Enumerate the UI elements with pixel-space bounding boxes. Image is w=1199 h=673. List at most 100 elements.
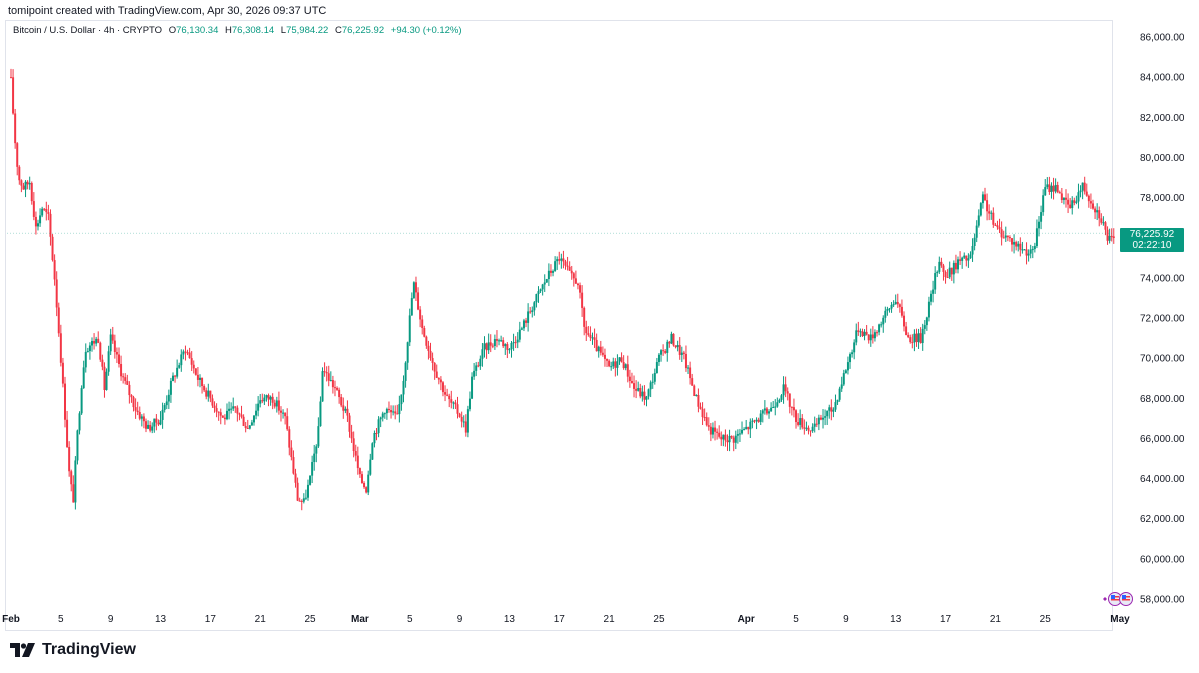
candle bbox=[508, 348, 511, 354]
candle-body bbox=[994, 224, 997, 226]
candle-body bbox=[560, 258, 563, 261]
candle bbox=[830, 399, 833, 421]
candle bbox=[1112, 228, 1115, 244]
candle-body bbox=[670, 333, 673, 344]
candle bbox=[869, 328, 872, 347]
candle bbox=[942, 263, 945, 281]
candle-body bbox=[819, 417, 822, 420]
candle-body bbox=[306, 484, 309, 498]
candle bbox=[182, 349, 185, 360]
candle-body bbox=[612, 361, 615, 367]
candle-body bbox=[676, 345, 679, 348]
candle bbox=[74, 456, 77, 510]
candle bbox=[927, 296, 930, 322]
candle bbox=[495, 330, 498, 348]
candle-body bbox=[344, 408, 347, 411]
last-price-value: 76,225.92 bbox=[1129, 229, 1175, 240]
candle-body bbox=[734, 435, 737, 443]
symbol-title[interactable]: Bitcoin / U.S. Dollar · 4h · CRYPTO bbox=[13, 25, 163, 36]
candle bbox=[917, 328, 920, 349]
candle bbox=[591, 332, 594, 345]
low-label: L bbox=[280, 25, 287, 36]
candle bbox=[93, 333, 96, 350]
candle bbox=[666, 339, 669, 362]
candle-body bbox=[134, 407, 137, 411]
candle bbox=[464, 414, 467, 437]
candle-body bbox=[660, 350, 663, 355]
candle-body bbox=[446, 394, 449, 396]
candle-body bbox=[809, 430, 812, 432]
candle bbox=[776, 397, 779, 408]
candle-body bbox=[678, 345, 681, 355]
candle-body bbox=[367, 474, 370, 493]
candle bbox=[379, 416, 382, 428]
candle bbox=[269, 395, 272, 406]
candle bbox=[302, 493, 305, 504]
candle-body bbox=[541, 284, 544, 290]
candle bbox=[687, 365, 690, 374]
candle bbox=[18, 165, 21, 185]
candle bbox=[990, 210, 993, 220]
candle-body bbox=[61, 362, 64, 384]
candle-body bbox=[722, 434, 725, 440]
candle-body bbox=[973, 237, 976, 246]
candle-body bbox=[279, 410, 282, 413]
tradingview-logo[interactable]: TradingView bbox=[10, 641, 136, 659]
candle bbox=[1089, 193, 1092, 209]
candle bbox=[356, 446, 359, 475]
candle-body bbox=[720, 436, 723, 440]
candle-body bbox=[30, 183, 33, 202]
candle-body bbox=[288, 429, 291, 448]
candle-body bbox=[1079, 190, 1082, 193]
candle bbox=[242, 414, 245, 427]
candle-body bbox=[1013, 242, 1016, 245]
candle-body bbox=[697, 394, 700, 407]
candle-body bbox=[396, 413, 399, 415]
candle bbox=[1058, 190, 1061, 194]
candle bbox=[1100, 213, 1103, 225]
candle-body bbox=[400, 394, 403, 405]
events-flags-icon[interactable] bbox=[1101, 590, 1137, 608]
candle-body bbox=[70, 471, 73, 485]
candle bbox=[252, 415, 255, 426]
candle-body bbox=[884, 310, 887, 318]
candle-body bbox=[861, 331, 864, 337]
candle-body bbox=[180, 354, 183, 366]
candle bbox=[884, 306, 887, 323]
candle bbox=[321, 367, 324, 402]
candle bbox=[22, 182, 25, 190]
candle-body bbox=[572, 273, 575, 279]
candle bbox=[531, 306, 534, 318]
candle-body bbox=[1040, 212, 1043, 222]
candle bbox=[30, 181, 33, 205]
candle-body bbox=[695, 394, 698, 397]
candle-body bbox=[59, 333, 62, 363]
candle bbox=[396, 404, 399, 415]
candle-body bbox=[741, 429, 744, 434]
candle-body bbox=[360, 474, 363, 483]
time-axis-tick: 5 bbox=[407, 614, 413, 625]
candle bbox=[736, 429, 739, 444]
candle-body bbox=[207, 390, 210, 397]
candle-body bbox=[1048, 184, 1051, 193]
candle-body bbox=[726, 440, 729, 443]
candle-body bbox=[709, 426, 712, 435]
candle bbox=[59, 324, 62, 367]
candle-body bbox=[647, 389, 650, 397]
candle bbox=[115, 347, 118, 363]
candle-body bbox=[1081, 182, 1084, 191]
candle-body bbox=[1085, 191, 1088, 196]
candle bbox=[365, 486, 368, 494]
candle-body bbox=[971, 245, 974, 255]
candle bbox=[435, 364, 438, 379]
candle-body bbox=[635, 388, 638, 391]
candle bbox=[190, 351, 193, 372]
candle bbox=[846, 356, 849, 375]
chart-pane-border bbox=[5, 20, 1113, 631]
candle bbox=[693, 384, 696, 397]
candle-body bbox=[1071, 200, 1074, 209]
candle bbox=[419, 306, 422, 328]
candle-body bbox=[998, 227, 1001, 230]
candle-body bbox=[911, 342, 914, 344]
